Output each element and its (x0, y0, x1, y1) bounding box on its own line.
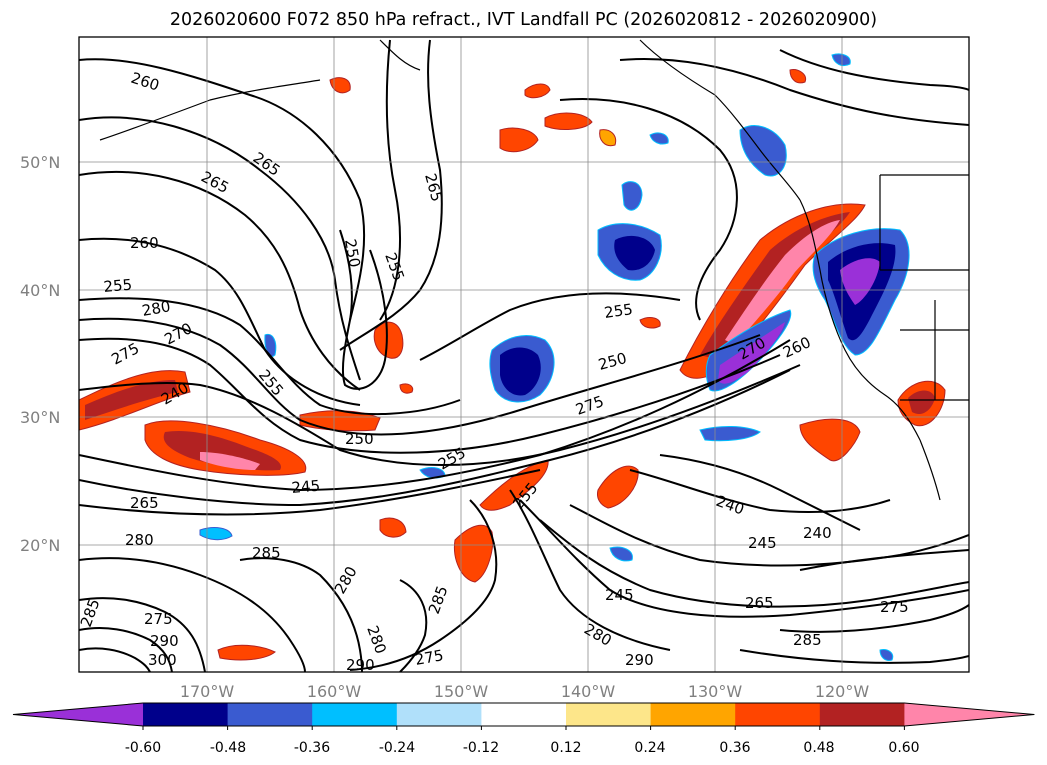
lon-label-170w: 170°W (180, 682, 235, 701)
colorbar-tick-label: 0.48 (803, 740, 834, 756)
contour-label: 285 (252, 544, 281, 562)
contour-label: 275 (144, 610, 173, 628)
longitude-labels: 170°W 160°W 150°W 140°W 130°W 120°W (180, 682, 870, 701)
lon-label-160w: 160°W (307, 682, 362, 701)
colorbar-extend-max (904, 703, 1035, 726)
contour-label: 245 (605, 586, 634, 604)
contour-label: 290 (150, 632, 179, 650)
colorbar-segment (650, 703, 736, 726)
colorbar-tick-label: 0.36 (719, 740, 750, 756)
contour-label: 290 (346, 656, 375, 674)
coastlines (99, 39, 969, 501)
negative-anomaly-fills (199, 53, 910, 661)
contour-label: 275 (880, 598, 909, 616)
plot-frame (78, 36, 970, 673)
gridlines (79, 37, 969, 672)
colorbar-tick-label: 0.24 (634, 740, 665, 756)
colorbar-segment (481, 703, 567, 726)
lon-label-150w: 150°W (434, 682, 489, 701)
map-title: 2026020600 F072 850 hPa refract., IVT La… (169, 10, 878, 30)
colorbar-tick-labels: -0.60 -0.48 -0.36 -0.24 -0.12 0.12 0.24 … (125, 740, 920, 756)
lon-label-120w: 120°W (815, 682, 870, 701)
colorbar-segment (396, 703, 482, 726)
lat-label-30n: 30°N (20, 408, 60, 427)
colorbar-tick-label: -0.24 (379, 740, 415, 756)
colorbar-tick-label: -0.12 (463, 740, 499, 756)
lat-label-40n: 40°N (20, 281, 60, 300)
colorbar-tick-label: -0.60 (125, 740, 161, 756)
contour-label: 250 (341, 238, 364, 269)
colorbar-segment (819, 703, 905, 726)
contour-label: 265 (130, 494, 159, 512)
colorbar-segment (312, 703, 398, 726)
contour-label: 245 (291, 477, 321, 497)
colorbar (12, 702, 1035, 730)
lat-label-20n: 20°N (20, 536, 60, 555)
lon-label-130w: 130°W (688, 682, 743, 701)
colorbar-segment (566, 703, 652, 726)
contour-label: 280 (141, 297, 172, 320)
contour-label: 240 (803, 524, 832, 542)
lat-label-50n: 50°N (20, 153, 60, 172)
map-plot-area: 260 265 265 265 260 255 250 255 280 270 … (79, 37, 969, 674)
contour-label: 285 (793, 631, 822, 649)
positive-anomaly-fills (79, 69, 946, 661)
colorbar-segment (227, 703, 313, 726)
contour-label: 250 (345, 430, 374, 448)
contour-label: 265 (745, 594, 774, 612)
contour-label: 290 (625, 651, 654, 669)
contour-label: 280 (125, 531, 154, 549)
colorbar-tick-label: -0.48 (210, 740, 246, 756)
contour-label: 255 (103, 276, 133, 296)
colorbar-tick-label: -0.36 (294, 740, 330, 756)
latitude-labels: 20°N 30°N 40°N 50°N (20, 153, 60, 555)
contour-label: 300 (148, 651, 177, 669)
contour-labels: 260 265 265 265 260 255 250 255 280 270 … (79, 69, 909, 674)
contour-label: 245 (748, 534, 777, 552)
colorbar-tick-label: 0.60 (888, 740, 919, 756)
colorbar-segment (735, 703, 821, 726)
contour-label: 255 (603, 300, 634, 322)
contour-label: 275 (414, 646, 445, 669)
colorbar-extend-min (13, 703, 143, 726)
lon-label-140w: 140°W (561, 682, 616, 701)
colorbar-tick-label: 0.12 (550, 740, 581, 756)
refractivity-contours (79, 39, 969, 672)
contour-label: 260 (130, 234, 159, 252)
colorbar-segment (143, 703, 229, 726)
